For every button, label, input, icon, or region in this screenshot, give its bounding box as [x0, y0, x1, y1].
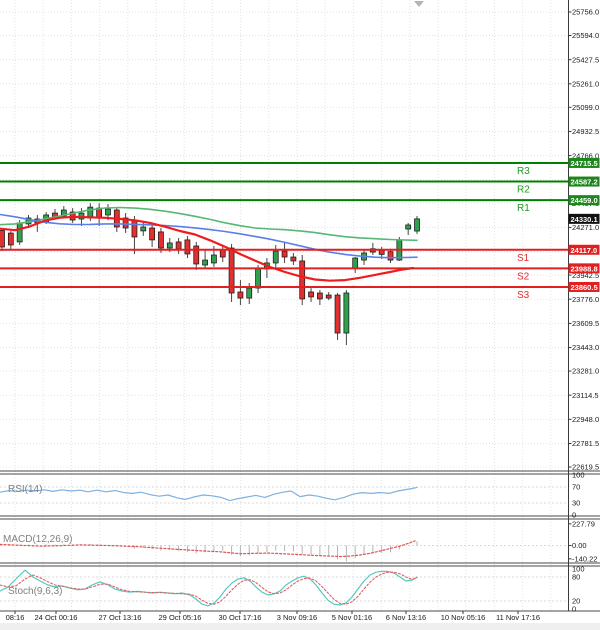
svg-text:S3: S3 — [517, 290, 530, 301]
svg-text:80: 80 — [572, 573, 580, 582]
svg-text:25261.0: 25261.0 — [572, 80, 599, 89]
svg-text:27 Oct 13:16: 27 Oct 13:16 — [99, 613, 142, 622]
svg-text:23860.5: 23860.5 — [571, 283, 598, 292]
svg-text:R1: R1 — [517, 203, 530, 214]
svg-text:S2: S2 — [517, 271, 530, 282]
svg-text:0: 0 — [572, 511, 576, 520]
stoch-panel-layer — [0, 569, 418, 607]
svg-text:70: 70 — [572, 483, 580, 492]
svg-text:6 Nov 13:16: 6 Nov 13:16 — [386, 613, 426, 622]
macd-panel-label: MACD(12,26,9) — [3, 534, 73, 545]
macd-panel-layer — [0, 540, 418, 562]
svg-text:-140.22: -140.22 — [572, 555, 597, 564]
svg-text:0.00: 0.00 — [572, 541, 587, 550]
svg-text:25756.0: 25756.0 — [572, 8, 599, 17]
svg-text:24459.0: 24459.0 — [571, 196, 598, 205]
svg-text:23114.5: 23114.5 — [572, 391, 599, 400]
svg-text:29 Oct 05:16: 29 Oct 05:16 — [159, 613, 202, 622]
moving-averages-layer — [0, 206, 418, 282]
svg-text:24330.1: 24330.1 — [571, 215, 598, 224]
svg-text:227.79: 227.79 — [572, 520, 595, 529]
svg-text:R2: R2 — [517, 185, 530, 196]
rsi-panel-label: RSI(14) — [8, 484, 43, 495]
price-box-layer: 24715.5 24587.2 24459.0 24117.0 23988.8 23860… — [568, 157, 600, 292]
svg-text:30 Oct 17:16: 30 Oct 17:16 — [219, 613, 262, 622]
svg-text:30: 30 — [572, 499, 580, 508]
stoch-panel-label: Stoch(9,6,3) — [8, 586, 63, 597]
svg-text:22619.5: 22619.5 — [572, 463, 599, 472]
time-axis-layer: 08:16 24 Oct 00:16 27 Oct 13:16 29 Oct 05:1… — [6, 611, 540, 622]
svg-text:25427.5: 25427.5 — [572, 55, 599, 64]
svg-text:23988.8: 23988.8 — [571, 264, 598, 273]
svg-text:23776.0: 23776.0 — [572, 295, 599, 304]
svg-text:23281.0: 23281.0 — [572, 367, 599, 376]
svg-text:S1: S1 — [517, 253, 530, 264]
svg-text:100: 100 — [572, 565, 585, 574]
svg-text:11 Nov 17:16: 11 Nov 17:16 — [496, 613, 540, 622]
grid-layer — [0, 0, 568, 611]
svg-text:3 Nov 09:16: 3 Nov 09:16 — [277, 613, 317, 622]
svg-text:5 Nov 01:16: 5 Nov 01:16 — [332, 613, 372, 622]
time-marker-icon — [414, 1, 424, 7]
levels-layer: R3 R2 R1 S1 S2 S3 — [0, 161, 568, 301]
svg-text:24271.0: 24271.0 — [572, 223, 599, 232]
svg-text:24932.5: 24932.5 — [572, 127, 599, 136]
svg-text:23942.5: 23942.5 — [572, 271, 599, 280]
svg-text:23609.5: 23609.5 — [572, 319, 599, 328]
svg-text:24117.0: 24117.0 — [571, 246, 598, 255]
svg-text:24 Oct 00:16: 24 Oct 00:16 — [35, 613, 78, 622]
svg-text:R3: R3 — [517, 166, 530, 177]
svg-text:22781.5: 22781.5 — [572, 439, 599, 448]
svg-text:24587.2: 24587.2 — [571, 178, 598, 187]
svg-text:10 Nov 05:16: 10 Nov 05:16 — [441, 613, 486, 622]
rsi-panel-layer — [0, 486, 418, 502]
svg-text:100: 100 — [572, 471, 585, 480]
top-marker — [414, 1, 424, 7]
svg-text:24766.0: 24766.0 — [572, 151, 599, 160]
svg-text:25594.0: 25594.0 — [572, 31, 599, 40]
borders-layer — [0, 0, 600, 612]
svg-text:24715.5: 24715.5 — [571, 159, 598, 168]
svg-text:22948.0: 22948.0 — [572, 415, 599, 424]
svg-text:08:16: 08:16 — [6, 613, 25, 622]
svg-text:20: 20 — [572, 597, 580, 606]
svg-text:0: 0 — [572, 605, 576, 614]
svg-text:23443.0: 23443.0 — [572, 343, 599, 352]
svg-text:25099.0: 25099.0 — [572, 103, 599, 112]
